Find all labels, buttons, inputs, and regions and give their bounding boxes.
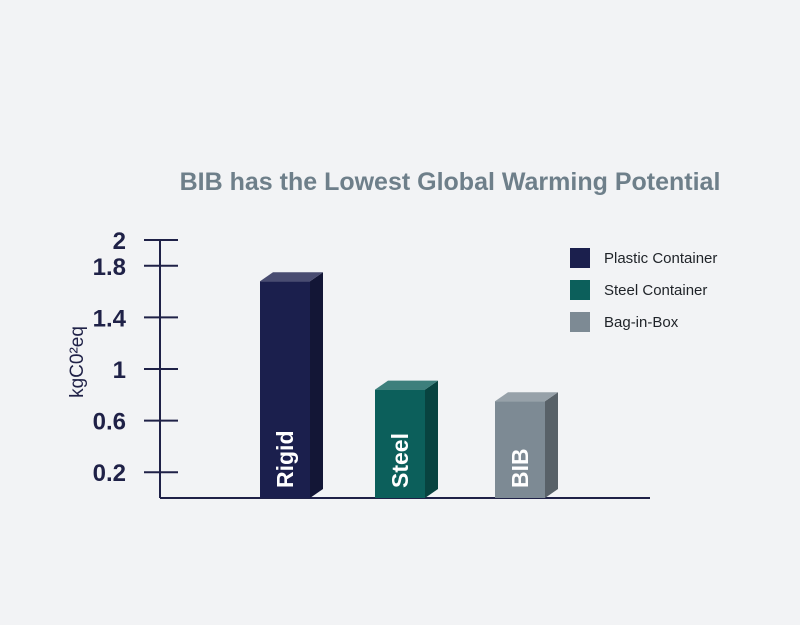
- bar-front: [495, 401, 545, 498]
- legend-swatch: [570, 248, 590, 268]
- y-tick-label: 2: [113, 228, 126, 255]
- bar-side: [545, 392, 558, 498]
- bar-top: [495, 392, 558, 402]
- bar-steel: Steel: [375, 380, 438, 498]
- bar-side: [425, 380, 438, 498]
- legend-entry-label: Bag-in-Box: [604, 314, 679, 331]
- bar-category-label: Rigid: [272, 431, 298, 489]
- bar-category-label: Steel: [387, 433, 413, 488]
- bar-bib: BIB: [495, 392, 558, 498]
- bar-side: [310, 272, 323, 498]
- y-tick-label: 1.8: [93, 254, 126, 281]
- bar-category-label: BIB: [507, 448, 533, 488]
- y-tick-label: 1: [113, 357, 126, 384]
- axes: 0.2 0.6 1 1.4 1.82: [93, 228, 650, 499]
- legend-entry-label: Plastic Container: [604, 250, 717, 267]
- bar-front: [375, 389, 425, 498]
- bar-top: [375, 380, 438, 390]
- y-axis-label: kgC0²eq: [67, 326, 88, 398]
- bars: Rigid Steel BIB: [260, 272, 558, 498]
- y-tick-label: 0.2: [93, 460, 126, 487]
- y-tick-label: 1.4: [93, 305, 127, 332]
- legend-entry-label: Steel Container: [604, 282, 707, 299]
- bar-rigid: Rigid: [260, 272, 323, 498]
- legend-swatch: [570, 312, 590, 332]
- legend: Plastic Container Steel Container Bag-in-B…: [570, 248, 717, 332]
- chart-title: BIB has the Lowest Global Warming Potent…: [180, 168, 721, 196]
- y-tick-label: 0.6: [93, 409, 126, 436]
- bar-front: [260, 281, 310, 498]
- bar-top: [260, 272, 323, 282]
- legend-swatch: [570, 280, 590, 300]
